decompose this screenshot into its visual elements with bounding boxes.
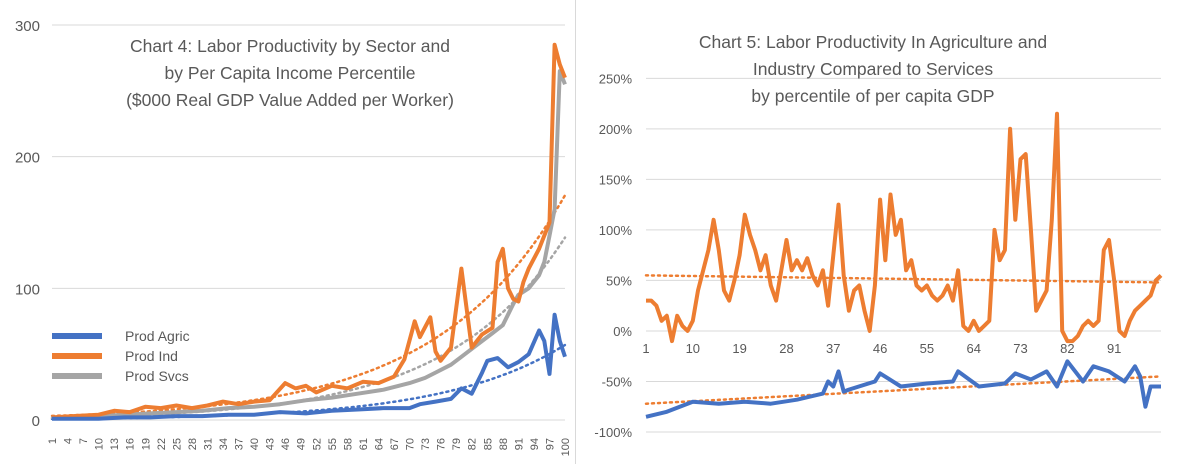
chart5-gridlines <box>646 77 1161 433</box>
chart5-y-tick-label: 150% <box>599 172 633 187</box>
chart4-title-line1: Chart 4: Labor Productivity by Sector an… <box>130 36 450 56</box>
chart4-x-tick-label: 19 <box>140 438 152 450</box>
chart5-y-tick-label: -50% <box>602 374 633 389</box>
chart5-title-line2: Industry Compared to Services <box>753 59 993 79</box>
chart4-y-ticks: 0 100 200 300 <box>15 18 40 430</box>
chart4-x-tick-label: 13 <box>109 438 121 450</box>
chart5-y-tick-label: -100% <box>594 425 632 440</box>
chart4-x-tick-label: 91 <box>513 438 525 450</box>
chart4-x-tick-label: 22 <box>156 438 168 450</box>
chart4-x-tick-label: 40 <box>249 438 261 450</box>
chart5-title-line1: Chart 5: Labor Productivity In Agricultu… <box>699 32 1047 52</box>
chart5-trendline <box>644 375 1163 405</box>
chart5-svg: 1 10 19 28 37 46 55 64 73 82 91 -100% -50% 0% 50% 100%… <box>594 32 1163 440</box>
chart5-x-ticks: 1 10 19 28 37 46 55 64 73 82 91 <box>642 341 1121 356</box>
chart4-y-tick-label: 0 <box>32 413 40 430</box>
chart5-x-tick-label: 19 <box>732 341 746 356</box>
chart4-x-tick-label: 88 <box>498 438 510 450</box>
chart4-x-tick-label: 67 <box>389 438 401 450</box>
chart4-series-line <box>52 312 567 421</box>
chart4-x-tick-label: 70 <box>405 438 417 450</box>
chart4-x-tick-label: 37 <box>234 438 246 450</box>
chart5-y-tick-label: 0% <box>613 324 632 339</box>
chart4-x-tick-label: 46 <box>280 438 292 450</box>
chart4-gridlines <box>52 24 565 421</box>
chart4-x-tick-label: 97 <box>544 438 556 450</box>
chart5-series-line <box>645 359 1161 419</box>
chart4-x-tick-label: 34 <box>218 438 230 450</box>
chart4-y-tick-label: 200 <box>15 150 40 167</box>
chart4-x-tick-label: 58 <box>342 438 354 450</box>
chart5-series-lines <box>645 111 1163 419</box>
chart4-x-tick-label: 64 <box>373 438 385 450</box>
legend-label-agric: Prod Agric <box>125 328 190 344</box>
chart5-x-tick-label: 37 <box>826 341 840 356</box>
chart5-y-tick-label: 250% <box>599 71 633 86</box>
chart4-x-tick-label: 55 <box>327 438 339 450</box>
chart4-x-tick-label: 61 <box>358 438 370 450</box>
chart5-trendlines <box>644 274 1163 405</box>
chart4-y-tick-label: 300 <box>15 18 40 35</box>
chart4-series-line <box>52 69 567 420</box>
chart5-series-line <box>646 111 1163 344</box>
chart4-x-tick-label: 76 <box>436 438 448 450</box>
chart5-x-tick-label: 10 <box>686 341 700 356</box>
chart4-x-tick-label: 28 <box>187 438 199 450</box>
chart4-x-tick-label: 16 <box>125 438 137 450</box>
chart4-x-tick-label: 31 <box>202 438 214 450</box>
legend-label-ind: Prod Ind <box>125 348 178 364</box>
chart4-x-tick-label: 49 <box>296 438 308 450</box>
chart4-x-tick-label: 73 <box>420 438 432 450</box>
chart5-x-tick-label: 73 <box>1013 341 1027 356</box>
chart5-panel: 1 10 19 28 37 46 55 64 73 82 91 -100% -50% 0% 50% 100%… <box>575 0 1181 464</box>
chart4-series-line <box>51 42 567 420</box>
chart4-x-tick-label: 52 <box>311 438 323 450</box>
chart5-y-ticks: -100% -50% 0% 50% 100% 150% 200% 250% <box>594 71 632 440</box>
chart4-x-tick-label: 82 <box>467 438 479 450</box>
chart4-series-lines <box>51 42 567 421</box>
chart4-x-tick-label: 79 <box>451 438 463 450</box>
chart5-x-tick-label: 55 <box>920 341 934 356</box>
chart4-x-tick-label: 25 <box>171 438 183 450</box>
chart5-x-tick-label: 28 <box>779 341 793 356</box>
chart5-x-tick-label: 82 <box>1060 341 1074 356</box>
chart4-panel: 1 4 7 10 13 16 19 22 25 28 31 34 37 40 43 46 49 52 55 58 61 6… <box>0 0 575 464</box>
chart4-x-tick-label: 7 <box>78 438 90 444</box>
chart5-y-tick-label: 50% <box>606 273 632 288</box>
chart4-x-tick-label: 85 <box>482 438 494 450</box>
chart4-x-tick-label: 4 <box>63 438 75 444</box>
chart4-x-ticks: 1 4 7 10 13 16 19 22 25 28 31 34 37 40 43 46 49 52 55 58 61 6… <box>47 438 572 456</box>
chart4-x-tick-label: 94 <box>529 438 541 450</box>
chart5-trendline <box>644 274 1163 284</box>
chart4-legend: Prod Agric Prod Ind Prod Svcs <box>52 328 190 384</box>
chart5-y-tick-label: 200% <box>599 122 633 137</box>
chart4-x-tick-label: 43 <box>265 438 277 450</box>
chart4-x-tick-label: 10 <box>94 438 106 450</box>
chart4-y-tick-label: 100 <box>15 281 40 298</box>
chart5-x-tick-label: 91 <box>1107 341 1121 356</box>
chart5-y-tick-label: 100% <box>599 223 633 238</box>
chart4-title-line2: by Per Capita Income Percentile <box>165 63 416 83</box>
chart5-x-tick-label: 46 <box>873 341 887 356</box>
legend-label-svcs: Prod Svcs <box>125 368 189 384</box>
chart4-x-tick-label: 1 <box>47 438 59 444</box>
chart5-title-line3: by percentile of per capita GDP <box>751 86 994 106</box>
chart4-x-tick-label: 100 <box>560 438 572 456</box>
chart4-title-line3: ($000 Real GDP Value Added per Worker) <box>126 90 454 110</box>
chart4-svg: 1 4 7 10 13 16 19 22 25 28 31 34 37 40 43 46 49 52 55 58 61 6… <box>15 18 572 456</box>
chart5-x-tick-label: 1 <box>642 341 649 356</box>
chart5-x-tick-label: 64 <box>966 341 980 356</box>
